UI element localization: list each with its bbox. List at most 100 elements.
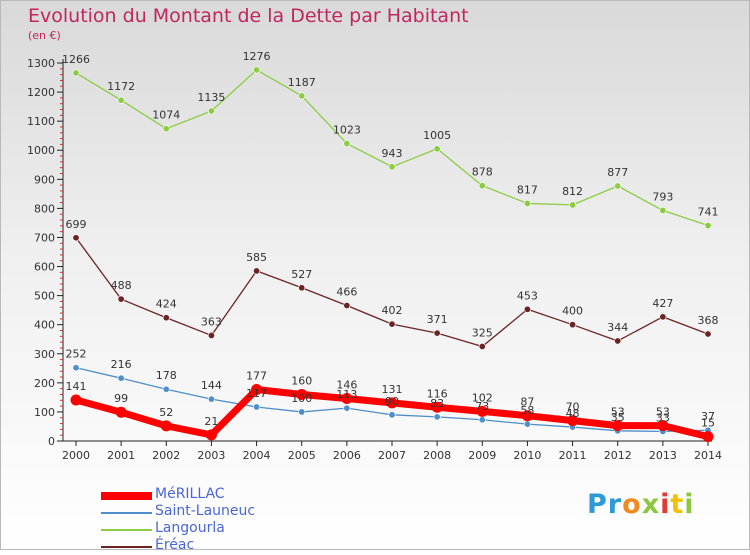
y-tick-label: 1100 [27,115,55,128]
data-point-m-rillac [160,420,172,432]
data-label--r-ac: 466 [336,286,357,299]
data-point-m-rillac [205,429,217,441]
x-tick-label: 2004 [243,449,271,462]
data-point-saint-launeuc [478,416,486,424]
data-label-saint-launeuc: 58 [520,404,534,417]
data-point-langourla [523,199,531,207]
data-point-m-rillac [612,420,624,432]
data-label-m-rillac: 70 [566,401,580,414]
data-point-langourla [117,96,125,104]
logo-letter: t [670,489,685,520]
data-point-langourla [659,206,667,214]
data-label-saint-launeuc: 83 [430,397,444,410]
x-tick-label: 2008 [423,449,451,462]
data-point--r-ac [117,295,125,303]
data-label-m-rillac: 52 [159,406,173,419]
y-tick-label: 1000 [27,144,55,157]
data-label-m-rillac: 99 [114,392,128,405]
y-tick-label: 700 [34,231,55,244]
data-point--r-ac [343,302,351,310]
data-label-langourla: 793 [652,190,673,203]
unit-label: (en €) [28,29,61,42]
data-point-langourla [433,145,441,153]
data-label--r-ac: 400 [562,305,583,318]
data-point-m-rillac [296,388,308,400]
data-label--r-ac: 325 [472,327,493,340]
data-label-langourla: 1135 [197,91,225,104]
data-label-saint-launeuc: 144 [201,379,222,392]
data-label-langourla: 877 [607,166,628,179]
data-label-m-rillac: 160 [291,374,312,387]
data-point-langourla [162,125,170,133]
data-point-langourla [207,107,215,115]
y-tick-label: 1300 [27,57,55,70]
data-point-saint-launeuc [72,364,80,372]
data-label-saint-launeuc: 178 [156,369,177,382]
data-point-m-rillac [702,431,714,443]
x-tick-label: 2006 [333,449,361,462]
legend-swatch [101,546,152,548]
x-tick-label: 2002 [152,449,180,462]
data-labels: 252 216 178 144 117 100 113 90 83 73 58 48 35 33 37 126… [62,50,719,430]
data-label-saint-launeuc: 100 [291,392,312,405]
data-label--r-ac: 699 [66,218,87,231]
logo-letter: i [660,489,671,520]
legend-swatch [101,529,152,531]
data-label-langourla: 1172 [107,80,135,93]
data-point-m-rillac [70,394,82,406]
data-label--r-ac: 402 [382,304,403,317]
logo-letter: r [607,489,623,520]
y-tick-label: 200 [34,377,55,390]
data-point-langourla [298,92,306,100]
data-label--r-ac: 427 [652,297,673,310]
data-label-saint-launeuc: 117 [246,387,267,400]
data-point-m-rillac [476,405,488,417]
data-point-saint-launeuc [117,374,125,382]
data-label-saint-launeuc: 216 [111,358,132,371]
data-point--r-ac [253,267,261,275]
data-point--r-ac [388,320,396,328]
data-label-m-rillac: 141 [66,380,87,393]
x-tick-label: 2010 [513,449,541,462]
x-tick-label: 2014 [694,449,722,462]
x-tick-label: 2011 [559,449,587,462]
y-tick-label: 100 [34,406,55,419]
data-point-saint-launeuc [207,395,215,403]
data-point-langourla [614,182,622,190]
data-point-saint-launeuc [298,408,306,416]
data-point--r-ac [523,305,531,313]
data-label-langourla: 1266 [62,53,90,66]
data-point-langourla [704,222,712,230]
legend-label: MéRILLAC [155,486,225,502]
data-label-m-rillac: 21 [204,415,218,428]
data-point-langourla [72,69,80,77]
data-point--r-ac [569,321,577,329]
data-point-m-rillac [251,384,263,396]
data-label-m-rillac: 53 [611,406,625,419]
y-tick-label: 500 [34,290,55,303]
x-tick-label: 2000 [62,449,90,462]
series-lines [70,66,714,443]
x-tick-label: 2007 [378,449,406,462]
data-point-m-rillac [115,406,127,418]
y-tick-label: 300 [34,348,55,361]
data-point--r-ac [207,331,215,339]
x-tick-label: 2013 [649,449,677,462]
data-label--r-ac: 344 [607,321,628,334]
y-tick-label: 0 [48,435,55,448]
data-label--r-ac: 368 [698,314,719,327]
data-label-saint-launeuc: 90 [385,395,399,408]
data-label-m-rillac: 131 [382,383,403,396]
logo-letter: o [622,489,642,520]
x-tick-label: 2009 [468,449,496,462]
data-label-langourla: 1187 [288,76,316,89]
logo-letter: P [587,489,608,520]
data-point-m-rillac [657,420,669,432]
y-tick-label: 800 [34,202,55,215]
data-label-langourla: 943 [382,147,403,160]
data-label-saint-launeuc: 48 [566,407,580,420]
data-point-langourla [388,163,396,171]
data-label-langourla: 1005 [423,129,451,142]
data-label-m-rillac: 146 [336,379,357,392]
data-label-m-rillac: 87 [520,396,534,409]
